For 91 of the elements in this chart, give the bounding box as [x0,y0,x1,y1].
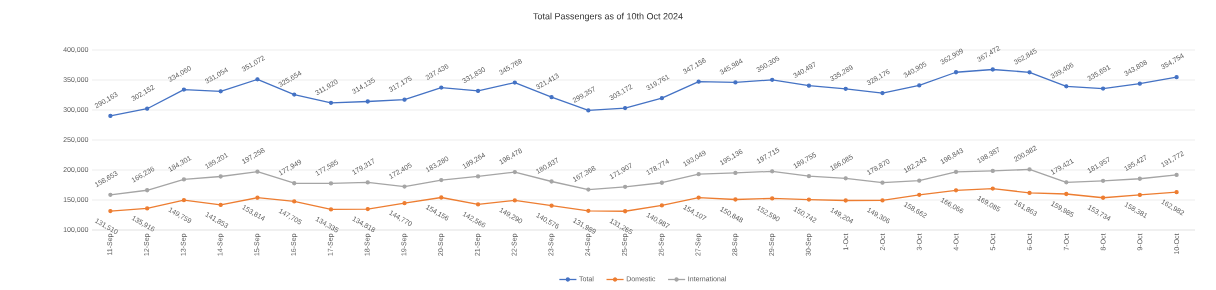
point [880,198,885,203]
point [953,70,959,75]
point [549,203,554,208]
point [586,108,591,113]
point [549,95,554,100]
point [843,86,848,91]
point [255,195,260,200]
point [586,187,591,192]
point [292,181,297,186]
point [475,88,481,94]
point [475,202,481,207]
point [1100,195,1106,200]
point [622,209,628,214]
point [181,177,187,182]
point [1100,178,1106,183]
point [328,100,334,105]
point [733,197,738,202]
point [145,106,150,111]
point [953,169,959,175]
point [696,79,701,84]
point [292,199,297,204]
point [512,198,517,203]
point [365,99,370,104]
point [549,179,554,184]
point [917,192,922,197]
point [770,169,775,174]
point [108,208,113,214]
point [218,202,223,208]
point [880,90,885,96]
point [402,97,407,102]
point [880,180,885,185]
point [1137,176,1142,181]
point [292,92,297,97]
point [1064,84,1069,89]
point [365,180,370,185]
point [990,168,995,174]
point [770,77,775,82]
point [1027,190,1032,196]
point [439,195,444,200]
point [1174,172,1179,178]
point [402,200,407,206]
point [145,188,150,193]
point [255,169,260,174]
point [1100,86,1106,91]
point [475,174,481,179]
point [770,196,775,201]
point [622,105,628,111]
point [990,186,995,191]
point [917,83,922,88]
point [1027,70,1032,75]
point [255,77,260,82]
point [659,180,665,185]
point [806,174,812,179]
point [1064,191,1069,197]
point [328,207,334,212]
point [218,174,223,179]
point [218,89,223,94]
point [145,206,150,211]
point [659,203,665,208]
point [439,177,444,183]
point [181,198,187,203]
point [843,176,848,181]
point [843,198,848,203]
point [1174,190,1179,195]
point [439,85,444,90]
point [1174,75,1179,80]
chart-title: Total Passengers as of 10th Oct 2024 [533,12,683,22]
point [696,195,701,200]
point [328,181,334,186]
point [696,172,701,177]
point [733,170,738,176]
point [108,192,113,197]
point [1064,180,1069,185]
point [733,80,738,85]
point [108,113,113,119]
point [365,206,370,212]
point [181,87,187,92]
point [622,184,628,190]
point [512,80,517,85]
point [806,197,812,202]
point [917,178,922,183]
point [512,169,517,175]
point [402,184,407,189]
point [1027,167,1032,172]
point [1137,81,1142,86]
point [1137,192,1142,198]
point [953,188,959,193]
point [659,96,665,101]
point [806,83,812,88]
point [586,208,591,213]
point [990,67,995,72]
